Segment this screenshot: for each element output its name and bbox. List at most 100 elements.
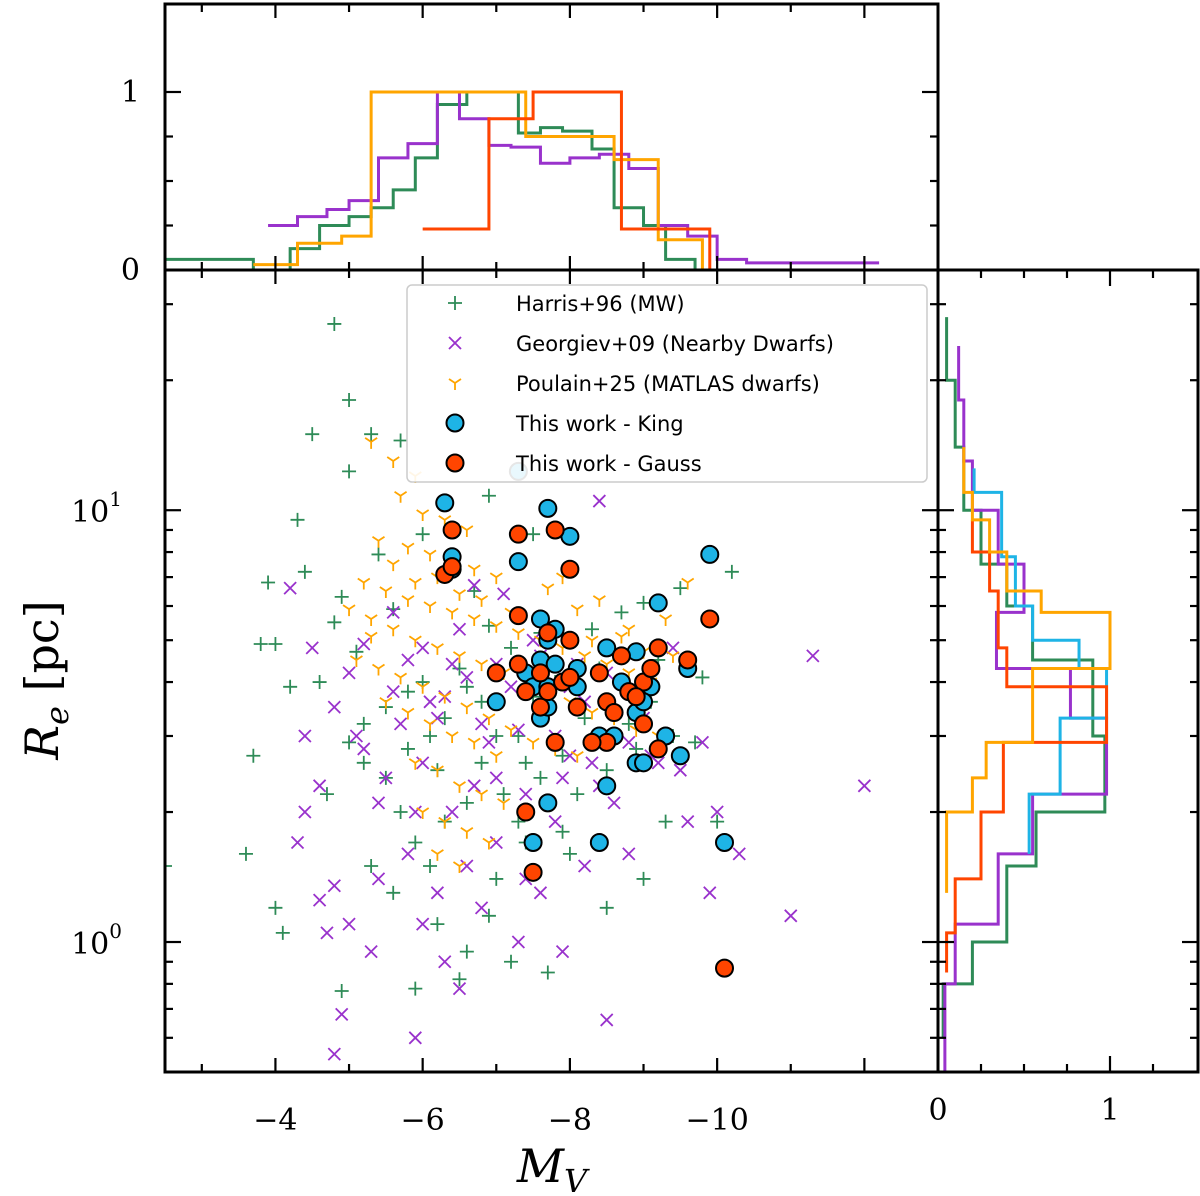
data-point	[357, 577, 371, 590]
data-point	[600, 1013, 614, 1027]
data-point	[599, 900, 614, 915]
top-hist-3	[422, 90, 740, 270]
data-point	[475, 659, 489, 672]
data-point	[416, 682, 430, 694]
data-point	[253, 636, 268, 651]
x-axis-label-main: M	[516, 1139, 566, 1193]
data-point	[305, 427, 320, 442]
data-point	[298, 729, 312, 743]
data-point	[423, 858, 438, 873]
data-point	[437, 711, 452, 726]
data-point	[445, 607, 459, 620]
data-point	[673, 763, 687, 777]
data-point	[452, 781, 466, 793]
data-point	[597, 776, 617, 796]
data-point	[371, 547, 386, 562]
data-point	[481, 618, 496, 633]
data-point	[511, 935, 526, 949]
data-point	[582, 732, 602, 752]
legend-entry: Poulain+25 (MATLAS dwarfs)	[448, 372, 820, 396]
data-point	[695, 670, 710, 685]
data-point	[386, 885, 401, 900]
data-point	[467, 779, 481, 793]
data-point	[715, 833, 735, 853]
data-point	[489, 572, 503, 585]
data-point	[460, 859, 474, 873]
data-point	[562, 846, 577, 861]
data-point	[261, 575, 276, 590]
data-point	[636, 871, 651, 886]
y-tick-label: 101	[71, 487, 122, 530]
data-point	[335, 1007, 349, 1021]
data-point	[430, 849, 444, 861]
data-point	[379, 771, 393, 785]
data-point	[423, 728, 438, 743]
data-point	[592, 595, 606, 607]
data-point	[442, 520, 462, 540]
data-point	[585, 756, 599, 770]
top-histogram	[165, 90, 880, 270]
data-point	[545, 654, 565, 674]
data-point	[342, 604, 356, 617]
data-point	[607, 796, 621, 810]
data-point	[636, 595, 651, 610]
data-point	[268, 900, 283, 915]
data-point	[560, 667, 580, 687]
data-point	[666, 651, 680, 663]
x-tick-label: −4	[253, 1103, 297, 1138]
data-point	[364, 614, 378, 626]
data-point	[408, 805, 422, 819]
data-point	[482, 713, 496, 726]
data-point	[648, 593, 668, 613]
x-tick-label: −6	[401, 1103, 445, 1138]
data-point	[578, 651, 592, 663]
data-point	[678, 650, 698, 670]
data-point	[438, 691, 452, 704]
data-point	[386, 624, 400, 637]
data-point	[538, 623, 558, 643]
data-point	[394, 672, 408, 685]
right-hist-4	[945, 447, 1112, 893]
data-point	[442, 557, 462, 577]
data-point	[452, 589, 466, 601]
x-axis-label-sub: V	[564, 1162, 590, 1196]
data-point	[327, 879, 341, 893]
data-point	[342, 735, 357, 750]
data-point	[570, 751, 584, 763]
data-point	[386, 456, 400, 469]
data-point	[475, 789, 489, 802]
data-point	[401, 847, 415, 861]
data-point	[298, 805, 312, 819]
data-point	[504, 640, 519, 655]
y-tick-label: 100	[71, 919, 122, 962]
data-point	[334, 589, 349, 604]
legend-entry: This work - Gauss	[445, 452, 702, 476]
data-point	[416, 641, 430, 655]
data-point	[489, 621, 503, 633]
data-point	[670, 746, 690, 766]
data-point	[570, 787, 585, 802]
data-point	[452, 651, 466, 663]
right-hist-2	[972, 468, 1109, 854]
data-point	[585, 707, 599, 720]
legend-label: This work - King	[515, 412, 684, 436]
data-point	[508, 524, 528, 544]
data-point	[695, 735, 710, 749]
y-axis-label-unit: [pc]	[15, 600, 69, 706]
data-point	[349, 644, 364, 659]
right-hist-tick-0: 0	[928, 1093, 947, 1128]
data-point	[371, 872, 386, 886]
data-point	[489, 871, 504, 886]
x-tick-label: −10	[685, 1103, 748, 1138]
data-point	[474, 755, 489, 770]
data-point	[445, 657, 459, 671]
data-point	[659, 614, 673, 626]
data-point	[710, 814, 725, 829]
data-point	[523, 862, 543, 882]
data-point	[342, 464, 357, 479]
legend: Harris+96 (MW) Georgiev+09 (Nearby Dwarfs…	[406, 284, 928, 483]
data-point	[516, 802, 536, 822]
data-point	[408, 635, 422, 648]
data-point	[268, 636, 283, 651]
data-point	[504, 680, 518, 694]
